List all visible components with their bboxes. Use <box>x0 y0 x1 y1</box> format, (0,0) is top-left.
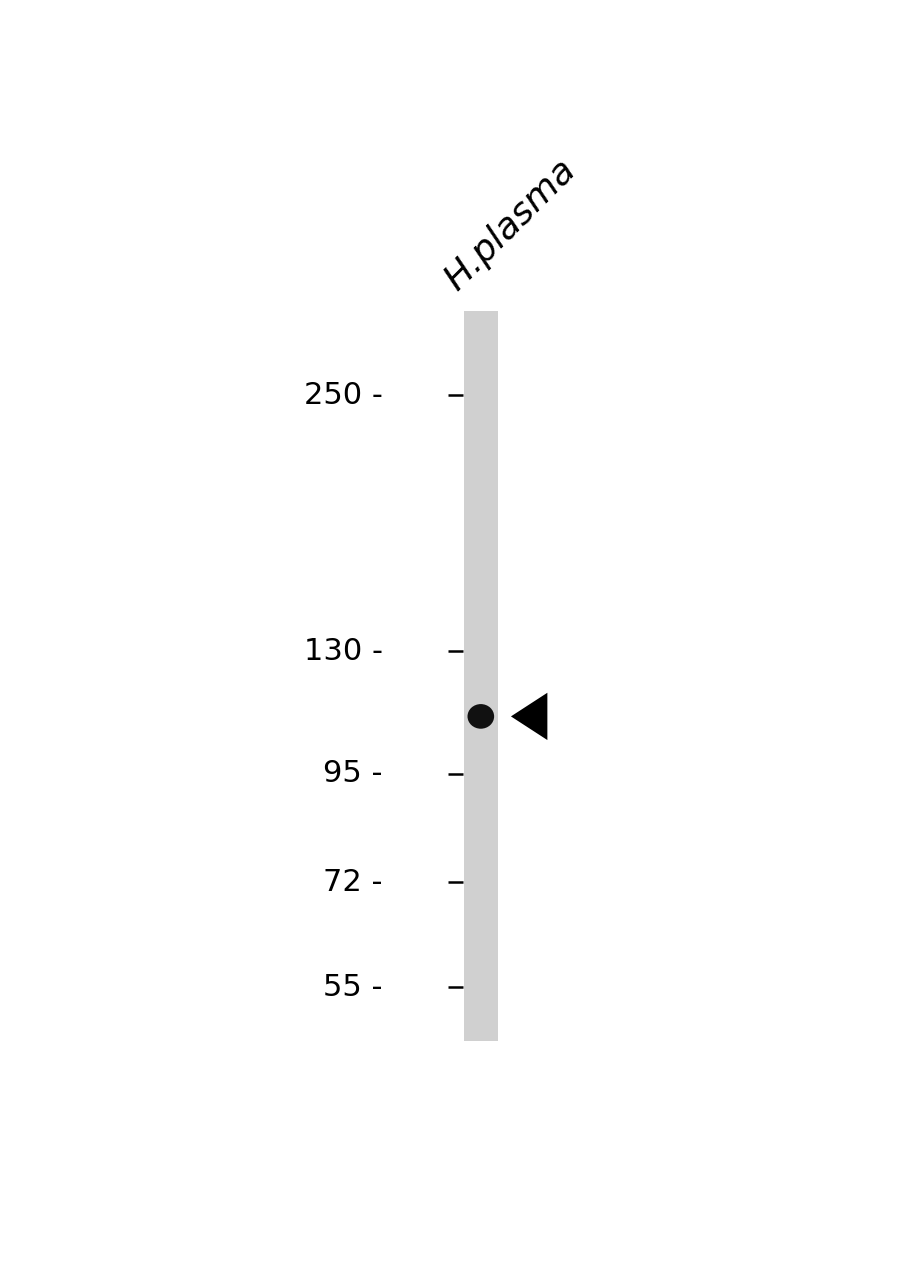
Text: 95 -: 95 - <box>323 759 382 788</box>
Text: 250 -: 250 - <box>303 381 382 410</box>
Polygon shape <box>510 692 547 740</box>
Text: 72 -: 72 - <box>323 868 382 896</box>
Bar <box>463 311 497 1041</box>
Text: 130 -: 130 - <box>303 636 382 666</box>
Text: 55 -: 55 - <box>323 973 382 1002</box>
Ellipse shape <box>467 704 494 728</box>
Text: H.plasma: H.plasma <box>437 152 582 297</box>
